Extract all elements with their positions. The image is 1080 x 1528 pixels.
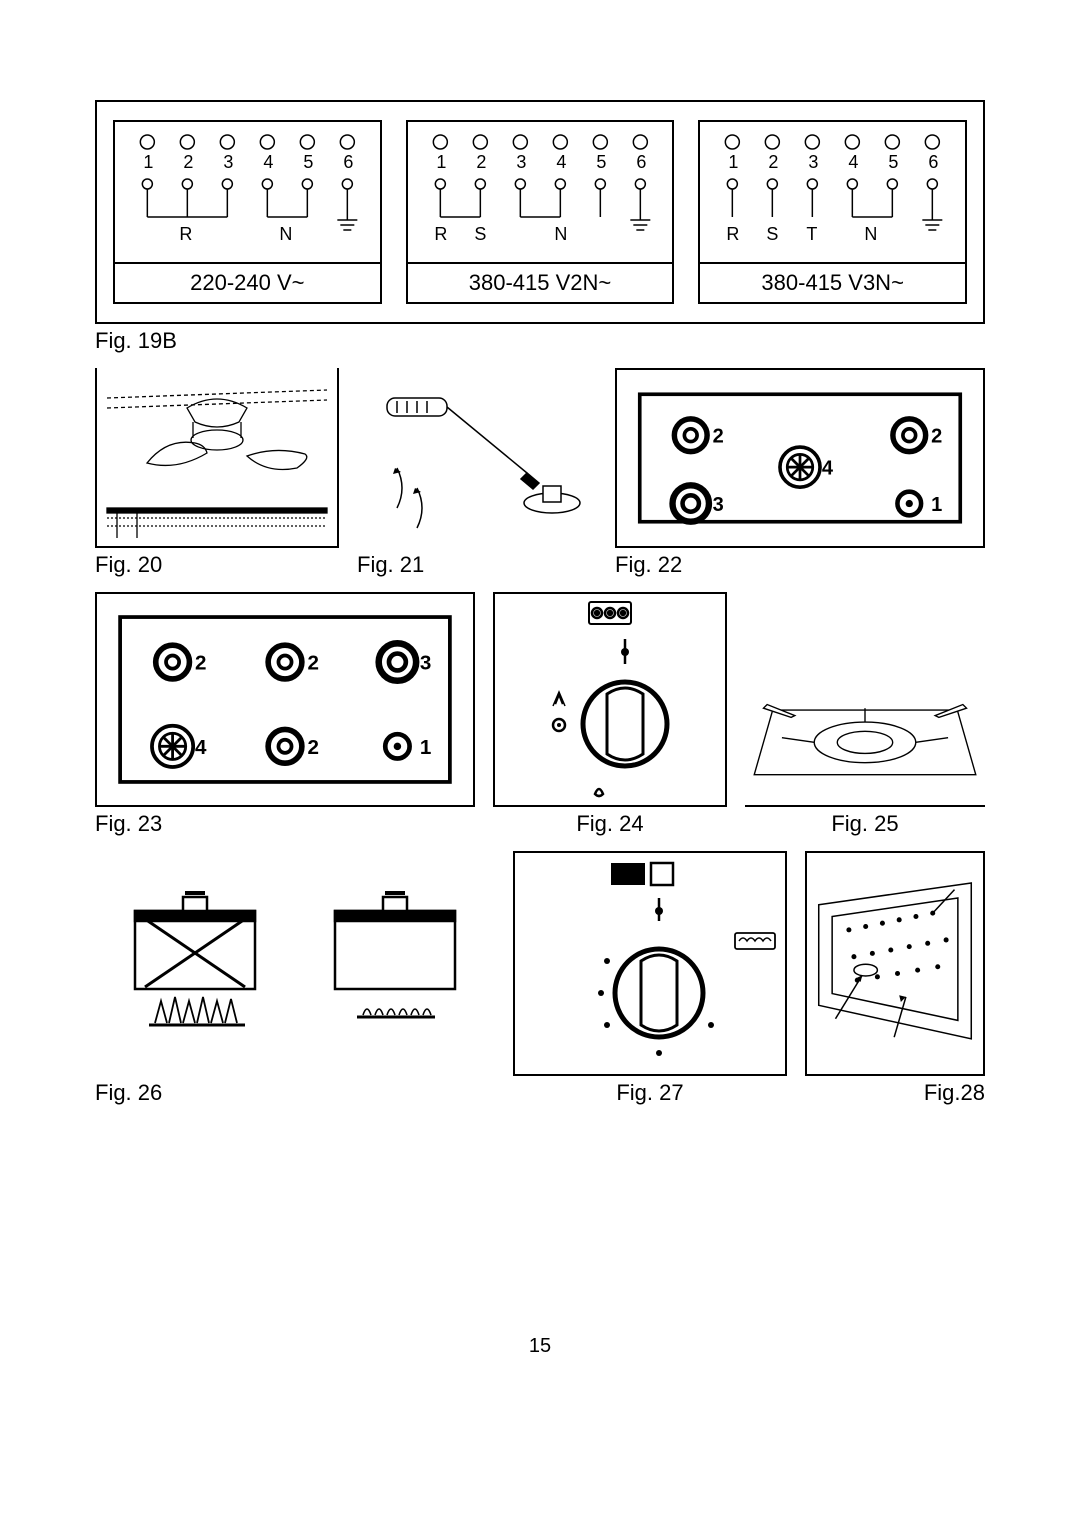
svg-text:5: 5 (596, 152, 606, 172)
svg-text:S: S (474, 224, 486, 244)
svg-text:6: 6 (636, 152, 646, 172)
fig-21-box (357, 368, 597, 548)
label-N: N (955, 869, 968, 890)
fig-26-box (95, 851, 495, 1076)
fig-27-box: 140°C 160°C 180°C 220°C 260°C ✱ (513, 851, 787, 1076)
fig-25-box (745, 592, 985, 807)
svg-text:6: 6 (929, 152, 939, 172)
svg-text:5: 5 (889, 152, 899, 172)
temp-260: 260°C (719, 1018, 764, 1035)
fig-26-caption: Fig. 26 (95, 1080, 495, 1106)
fig-23-caption: Fig. 23 (95, 811, 475, 837)
svg-text:2: 2 (931, 426, 942, 448)
fig-22-caption: Fig. 22 (615, 552, 985, 578)
svg-text:T: T (807, 224, 818, 244)
fig-21-caption: Fig. 21 (357, 552, 597, 578)
wiring-voltage-2: 380-415 V2N~ (408, 262, 673, 302)
svg-text:3: 3 (809, 152, 819, 172)
label-T: T (822, 1013, 834, 1034)
svg-text:1: 1 (143, 152, 153, 172)
svg-text:N: N (554, 224, 567, 244)
fig-28-box: N T P (805, 851, 985, 1076)
svg-text:3: 3 (223, 152, 233, 172)
svg-text:6: 6 (343, 152, 353, 172)
svg-text:1: 1 (420, 736, 431, 759)
svg-text:2: 2 (307, 736, 318, 759)
svg-text:2: 2 (195, 652, 206, 675)
wiring-box-1: 1 2 3 4 5 6 (113, 120, 382, 304)
fig-28-caption: Fig.28 (805, 1080, 985, 1106)
label-P: P (887, 1037, 899, 1058)
svg-text:3: 3 (713, 494, 724, 516)
fig-23-box: 2 2 3 4 2 1 (95, 592, 475, 807)
fig-19b-container: 1 2 3 4 5 6 (95, 100, 985, 324)
svg-text:1: 1 (729, 152, 739, 172)
fig-24-caption: Fig. 24 (493, 811, 727, 837)
temp-160: 160°C (539, 986, 584, 1003)
svg-text:R: R (179, 224, 192, 244)
fig-25-caption: Fig. 25 (745, 811, 985, 837)
fig-20-box (95, 368, 339, 548)
svg-text:2: 2 (769, 152, 779, 172)
fig-22-box: 2 2 4 3 1 (615, 368, 985, 548)
svg-text:R: R (727, 224, 740, 244)
svg-text:2: 2 (476, 152, 486, 172)
svg-text:1: 1 (436, 152, 446, 172)
svg-text:R: R (434, 224, 447, 244)
temp-220: 220°C (635, 1058, 680, 1075)
svg-text:N: N (279, 224, 292, 244)
temp-180: 180°C (545, 1018, 590, 1035)
wiring-box-3: 1 2 3 4 5 6 (698, 120, 967, 304)
fig-24-box (493, 592, 727, 807)
svg-text:4: 4 (822, 457, 834, 479)
svg-text:4: 4 (195, 736, 207, 759)
wiring-diagram-2: 1 2 3 4 5 6 (408, 122, 673, 262)
wiring-voltage-3: 380-415 V3N~ (700, 262, 965, 302)
fig-19b-caption: Fig. 19B (95, 328, 985, 354)
svg-text:3: 3 (516, 152, 526, 172)
svg-text:4: 4 (556, 152, 566, 172)
fig-20-caption: Fig. 20 (95, 552, 339, 578)
svg-text:1: 1 (931, 494, 942, 516)
row-26-27-28: Fig. 26 140°C (95, 851, 985, 1120)
wiring-diagram-1: 1 2 3 4 5 6 (115, 122, 380, 262)
svg-text:N: N (865, 224, 878, 244)
svg-text:S: S (767, 224, 779, 244)
row-20-21-22: Fig. 20 (95, 368, 985, 592)
svg-text:2: 2 (713, 426, 724, 448)
page-number: 15 (529, 1335, 551, 1358)
svg-text:5: 5 (303, 152, 313, 172)
row-23-24-25: 2 2 3 4 2 1 Fig. 23 (95, 592, 985, 851)
svg-text:3: 3 (420, 652, 431, 675)
wiring-voltage-1: 220-240 V~ (115, 262, 380, 302)
svg-text:2: 2 (183, 152, 193, 172)
svg-text:4: 4 (263, 152, 273, 172)
wiring-box-2: 1 2 3 4 5 6 (406, 120, 675, 304)
svg-text:4: 4 (849, 152, 859, 172)
svg-text:✱: ✱ (717, 1003, 732, 1023)
wiring-diagram-3: 1 2 3 4 5 6 (700, 122, 965, 262)
svg-text:2: 2 (307, 652, 318, 675)
temp-140: 140°C (545, 954, 590, 971)
fig-27-caption: Fig. 27 (513, 1080, 787, 1106)
